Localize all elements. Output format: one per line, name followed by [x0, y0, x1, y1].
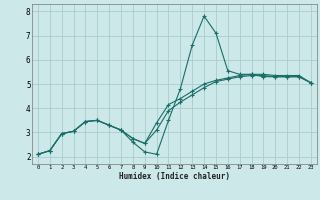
X-axis label: Humidex (Indice chaleur): Humidex (Indice chaleur) — [119, 172, 230, 181]
